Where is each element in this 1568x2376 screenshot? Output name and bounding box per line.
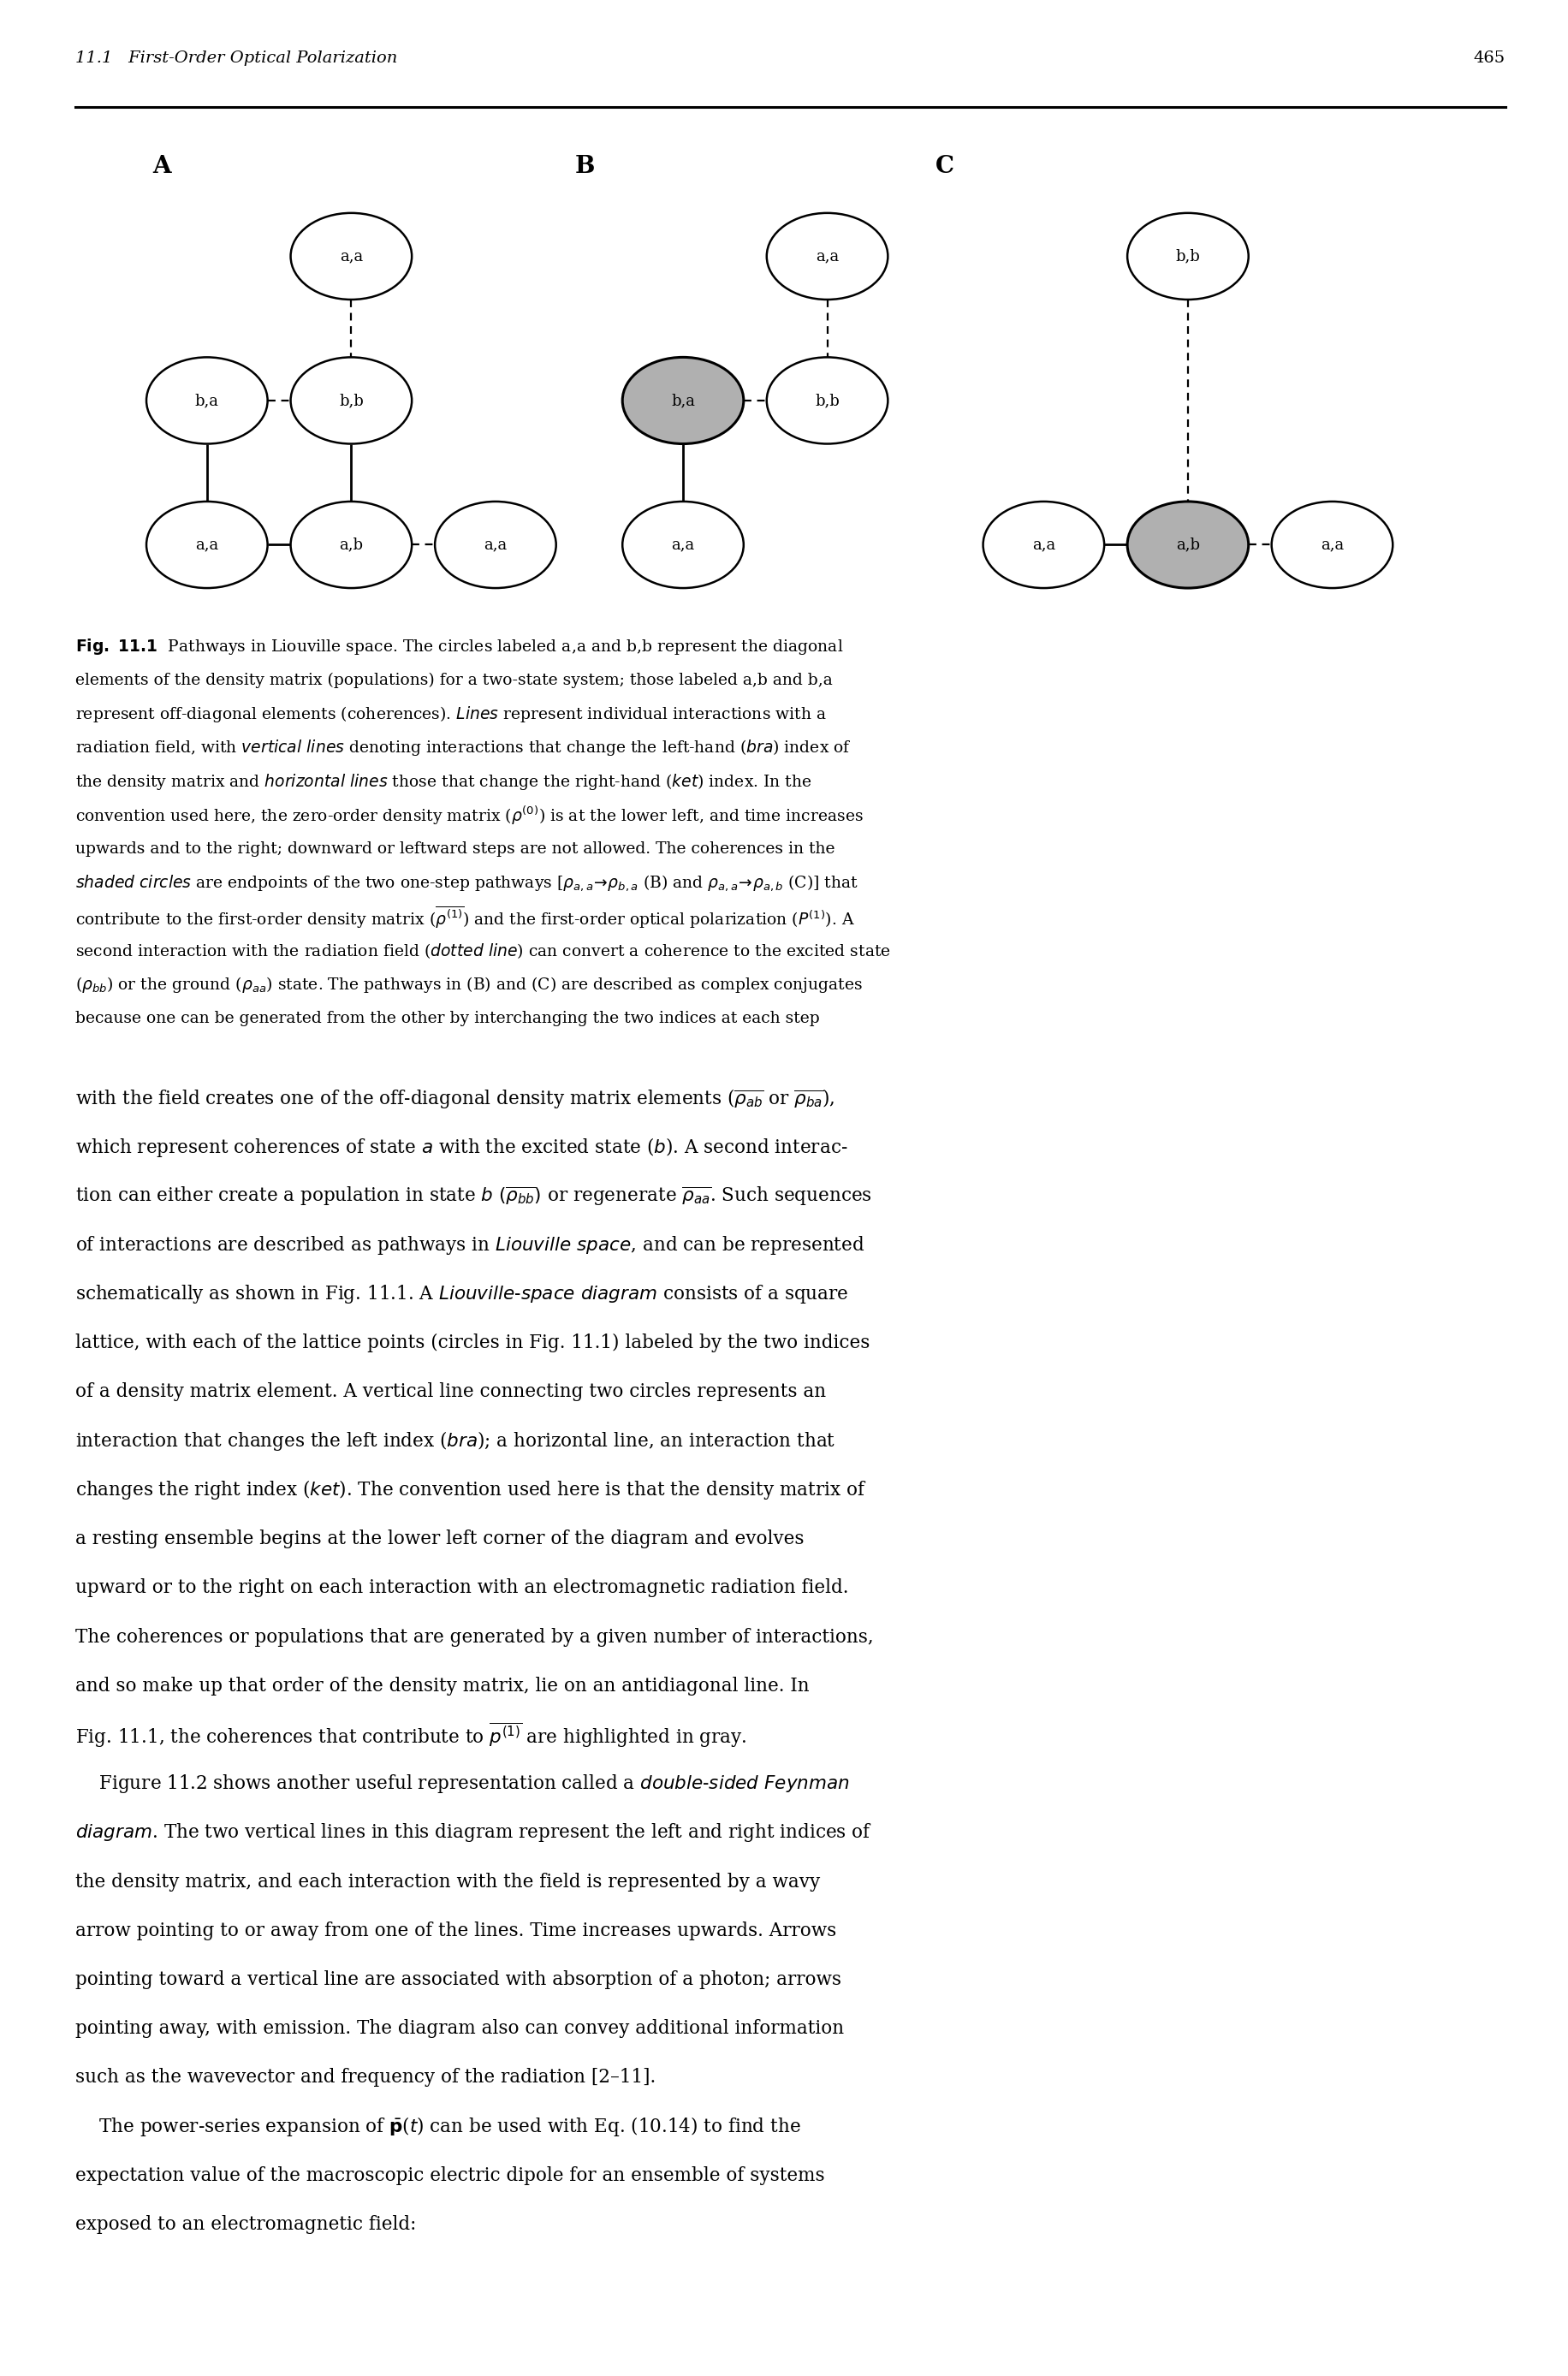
Text: lattice, with each of the lattice points (circles in Fig. 11.1) labeled by the t: lattice, with each of the lattice points… [75, 1333, 870, 1352]
Text: b,b: b,b [815, 392, 839, 409]
Ellipse shape [146, 501, 268, 589]
Ellipse shape [1127, 501, 1248, 589]
Text: the density matrix, and each interaction with the field is represented by a wavy: the density matrix, and each interaction… [75, 1872, 820, 1891]
Text: represent off-diagonal elements (coherences). $\mathit{Lines}$ represent individ: represent off-diagonal elements (coheren… [75, 703, 826, 725]
Text: ($\rho_{bb}$) or the ground ($\rho_{aa}$) state. The pathways in (B) and (C) are: ($\rho_{bb}$) or the ground ($\rho_{aa}$… [75, 974, 862, 996]
Text: B: B [575, 154, 594, 178]
Ellipse shape [434, 501, 557, 589]
Text: upward or to the right on each interaction with an electromagnetic radiation fie: upward or to the right on each interacti… [75, 1578, 848, 1597]
Text: a,b: a,b [339, 537, 364, 554]
Text: the density matrix and $\mathit{horizontal\ lines}$ those that change the right-: the density matrix and $\mathit{horizont… [75, 772, 812, 791]
Text: a,a: a,a [1032, 537, 1055, 554]
Text: 11.1   First-Order Optical Polarization: 11.1 First-Order Optical Polarization [75, 50, 397, 67]
Text: a,a: a,a [196, 537, 218, 554]
Text: contribute to the first-order density matrix ($\overline{\rho^{(1)}}$) and the f: contribute to the first-order density ma… [75, 903, 855, 929]
Text: radiation field, with $\mathit{vertical\ lines}$ denoting interactions that chan: radiation field, with $\mathit{vertical\… [75, 739, 851, 758]
Text: b,a: b,a [671, 392, 695, 409]
Ellipse shape [767, 356, 887, 444]
Text: which represent coherences of state $a$ with the excited state ($b$). A second i: which represent coherences of state $a$ … [75, 1136, 848, 1159]
Text: Figure 11.2 shows another useful representation called a $\mathit{double}$-$\mat: Figure 11.2 shows another useful represe… [75, 1772, 850, 1794]
Text: a,a: a,a [340, 249, 362, 264]
Text: schematically as shown in Fig. 11.1. A $\mathit{Liouville}$-$\mathit{space\ diag: schematically as shown in Fig. 11.1. A $… [75, 1283, 848, 1304]
Text: pointing away, with emission. The diagram also can convey additional information: pointing away, with emission. The diagra… [75, 2020, 844, 2039]
Text: a,a: a,a [485, 537, 506, 554]
Ellipse shape [146, 356, 268, 444]
Text: b,b: b,b [1176, 249, 1200, 264]
Ellipse shape [1127, 214, 1248, 299]
Text: such as the wavevector and frequency of the radiation [2–11].: such as the wavevector and frequency of … [75, 2067, 655, 2086]
Text: a,b: a,b [1176, 537, 1200, 554]
Ellipse shape [290, 501, 412, 589]
Text: tion can either create a population in state $b$ $(\overline{\rho_{bb}})$ or reg: tion can either create a population in s… [75, 1186, 872, 1207]
Text: arrow pointing to or away from one of the lines. Time increases upwards. Arrows: arrow pointing to or away from one of th… [75, 1922, 836, 1941]
Text: A: A [152, 154, 171, 178]
Text: b,a: b,a [194, 392, 220, 409]
Text: 465: 465 [1474, 50, 1505, 67]
Text: Fig. 11.1, the coherences that contribute to $\overline{p^{(1)}}$ are highlighte: Fig. 11.1, the coherences that contribut… [75, 1720, 746, 1749]
Text: a,a: a,a [815, 249, 839, 264]
Text: of interactions are described as pathways in $\mathit{Liouville\ space}$, and ca: of interactions are described as pathway… [75, 1233, 864, 1257]
Text: b,b: b,b [339, 392, 364, 409]
Ellipse shape [622, 356, 743, 444]
Text: a resting ensemble begins at the lower left corner of the diagram and evolves: a resting ensemble begins at the lower l… [75, 1530, 804, 1549]
Text: The coherences or populations that are generated by a given number of interactio: The coherences or populations that are g… [75, 1628, 873, 1647]
Text: interaction that changes the left index ($\mathit{bra}$); a horizontal line, an : interaction that changes the left index … [75, 1430, 836, 1452]
Text: with the field creates one of the off-diagonal density matrix elements ($\overli: with the field creates one of the off-di… [75, 1086, 834, 1110]
Ellipse shape [983, 501, 1104, 589]
Text: because one can be generated from the other by interchanging the two indices at : because one can be generated from the ot… [75, 1010, 820, 1026]
Text: $\mathbf{Fig.\ 11.1}$  Pathways in Liouville space. The circles labeled a,a and : $\mathbf{Fig.\ 11.1}$ Pathways in Liouvi… [75, 637, 844, 656]
Text: exposed to an electromagnetic field:: exposed to an electromagnetic field: [75, 2214, 416, 2233]
Text: pointing toward a vertical line are associated with absorption of a photon; arro: pointing toward a vertical line are asso… [75, 1970, 842, 1989]
Ellipse shape [1272, 501, 1392, 589]
Ellipse shape [290, 214, 412, 299]
Ellipse shape [622, 501, 743, 589]
Text: upwards and to the right; downward or leftward steps are not allowed. The cohere: upwards and to the right; downward or le… [75, 841, 834, 858]
Text: C: C [936, 154, 955, 178]
Text: $\mathit{diagram}$. The two vertical lines in this diagram represent the left an: $\mathit{diagram}$. The two vertical lin… [75, 1822, 872, 1844]
Text: The power-series expansion of $\bar{\mathbf{p}}$($t$) can be used with Eq. (10.1: The power-series expansion of $\bar{\mat… [75, 2115, 801, 2138]
Text: convention used here, the zero-order density matrix ($\rho^{(0)}$) is at the low: convention used here, the zero-order den… [75, 803, 864, 827]
Text: changes the right index ($\mathit{ket}$). The convention used here is that the d: changes the right index ($\mathit{ket}$)… [75, 1478, 867, 1502]
Ellipse shape [767, 214, 887, 299]
Text: of a density matrix element. A vertical line connecting two circles represents a: of a density matrix element. A vertical … [75, 1383, 826, 1402]
Ellipse shape [290, 356, 412, 444]
Text: a,a: a,a [1320, 537, 1344, 554]
Text: second interaction with the radiation field ($\mathit{dotted\ line}$) can conver: second interaction with the radiation fi… [75, 941, 891, 960]
Text: elements of the density matrix (populations) for a two-state system; those label: elements of the density matrix (populati… [75, 672, 833, 689]
Text: expectation value of the macroscopic electric dipole for an ensemble of systems: expectation value of the macroscopic ele… [75, 2167, 825, 2186]
Text: a,a: a,a [671, 537, 695, 554]
Text: $\mathit{shaded\ circles}$ are endpoints of the two one-step pathways [$\rho_{a,: $\mathit{shaded\ circles}$ are endpoints… [75, 874, 858, 893]
Text: and so make up that order of the density matrix, lie on an antidiagonal line. In: and so make up that order of the density… [75, 1677, 809, 1696]
